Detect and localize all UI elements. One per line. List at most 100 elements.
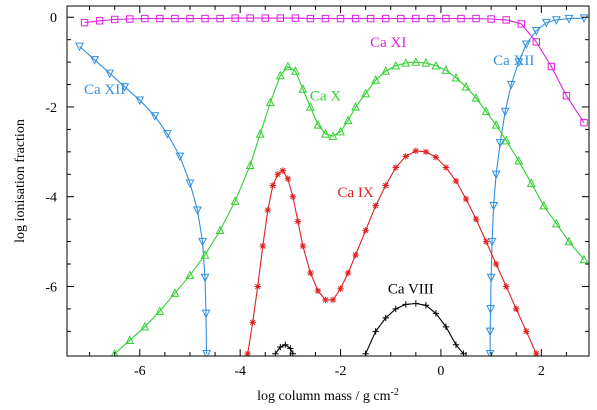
data-point: [307, 269, 314, 277]
series-labels-layer: Ca XI Ca XII Ca XII Ca X Ca IX Ca VIII: [84, 35, 534, 298]
data-point: [306, 14, 315, 23]
y-tick-label: -6: [45, 280, 57, 295]
data-point: [344, 269, 352, 277]
data-point: [451, 72, 461, 82]
data-point: [412, 14, 420, 23]
series-label: Ca IX: [337, 185, 373, 201]
data-point: [514, 58, 524, 67]
data-point: [269, 182, 276, 189]
series-line-2: [489, 17, 585, 354]
data-point: [526, 178, 536, 187]
data-point: [216, 14, 224, 23]
data-point: [431, 60, 441, 70]
data-point: [462, 195, 470, 203]
series-label: Ca XI: [370, 35, 406, 51]
data-point: [230, 196, 240, 205]
data-point: [391, 60, 401, 70]
data-point: [564, 14, 574, 24]
data-point: [254, 283, 261, 290]
data-point: [336, 126, 345, 136]
data-point: [397, 14, 405, 23]
data-point: [502, 16, 510, 24]
data-point: [382, 14, 390, 23]
data-point: [472, 215, 480, 223]
data-point: [442, 323, 450, 331]
data-point: [452, 177, 460, 185]
data-point: [343, 115, 353, 125]
data-point: [461, 81, 471, 91]
data-point: [265, 97, 275, 107]
data-point: [432, 310, 440, 317]
series-label: Ca XII: [84, 82, 125, 98]
data-point: [352, 251, 359, 259]
data-point: [337, 285, 344, 292]
data-point: [105, 69, 115, 79]
data-point: [351, 14, 360, 23]
data-point: [489, 201, 499, 211]
data-point: [382, 314, 389, 322]
data-point: [156, 14, 164, 23]
data-point: [186, 14, 194, 23]
series-line-0: [84, 17, 585, 124]
data-point: [521, 40, 531, 50]
data-point: [185, 179, 195, 189]
data-point: [120, 83, 130, 92]
data-point: [506, 80, 516, 90]
data-point: [382, 182, 389, 189]
data-point: [485, 350, 495, 356]
data-point: [517, 20, 525, 28]
data-point: [125, 335, 135, 344]
data-point: [306, 102, 315, 111]
data-point: [336, 14, 345, 23]
data-point: [427, 14, 435, 23]
data-point: [283, 61, 293, 71]
data-point: [162, 130, 172, 139]
data-point: [290, 66, 300, 75]
data-point: [284, 175, 292, 182]
data-point: [502, 283, 510, 290]
data-point: [441, 65, 451, 74]
x-tick-label: 2: [538, 364, 545, 379]
data-point: [231, 14, 239, 22]
data-point: [170, 288, 180, 297]
data-point: [366, 14, 375, 23]
data-point: [95, 17, 104, 25]
data-point: [150, 112, 160, 121]
data-point: [564, 236, 574, 246]
data-point: [442, 164, 450, 171]
data-point: [491, 170, 501, 180]
data-point: [264, 206, 271, 214]
data-point: [110, 15, 119, 24]
data-point: [215, 225, 225, 235]
series-line-5: [365, 302, 464, 355]
series-label: Ca X: [310, 89, 341, 105]
data-point: [198, 237, 207, 247]
data-point: [126, 15, 134, 23]
x-tick-label: -6: [134, 364, 146, 379]
data-point: [289, 193, 297, 200]
x-axis-title-sup: -2: [391, 387, 399, 398]
data-point: [75, 42, 84, 52]
data-point: [547, 62, 556, 71]
data-point: [329, 296, 337, 304]
data-point: [193, 206, 202, 216]
x-axis-title-main: log column mass / g cm: [257, 389, 390, 404]
data-point: [201, 14, 209, 23]
data-point: [282, 341, 289, 348]
data-point: [501, 135, 511, 145]
series-line-4: [247, 150, 537, 355]
data-point: [372, 202, 379, 209]
data-point: [412, 300, 420, 307]
data-point: [381, 66, 391, 75]
data-point: [421, 58, 431, 67]
data-point: [580, 118, 588, 127]
data-point: [392, 164, 399, 171]
data-point: [533, 350, 540, 356]
data-point: [541, 18, 551, 28]
series-label: Ca XII: [493, 53, 534, 69]
data-point: [482, 238, 490, 245]
data-point: [579, 14, 589, 24]
y-tick-label: 0: [50, 11, 57, 26]
data-point: [531, 26, 541, 36]
data-point: [276, 14, 285, 22]
